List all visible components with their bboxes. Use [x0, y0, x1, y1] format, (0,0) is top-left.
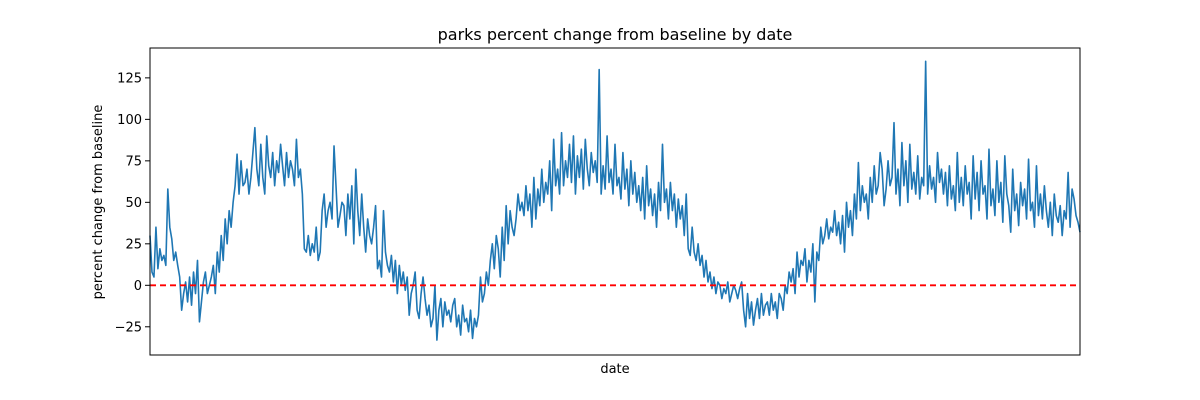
- y-tick-label: 25: [125, 237, 142, 252]
- y-tick-label: 50: [125, 196, 142, 211]
- y-axis-ticks: −25 0 25 50 75 100 125: [115, 71, 150, 335]
- plot-frame: [149, 47, 1081, 356]
- y-axis-label: percent change from baseline: [91, 105, 106, 300]
- chart-title: parks percent change from baseline by da…: [438, 25, 793, 44]
- y-tick-label: 75: [125, 154, 142, 169]
- y-tick-label: 125: [117, 71, 142, 86]
- y-tick-label: 100: [117, 113, 142, 128]
- x-axis-label: date: [600, 362, 629, 377]
- y-tick-label: 0: [134, 279, 142, 294]
- y-tick-label: −25: [115, 320, 142, 335]
- series-line-0: [149, 60, 1081, 341]
- plot-area: [149, 60, 1081, 341]
